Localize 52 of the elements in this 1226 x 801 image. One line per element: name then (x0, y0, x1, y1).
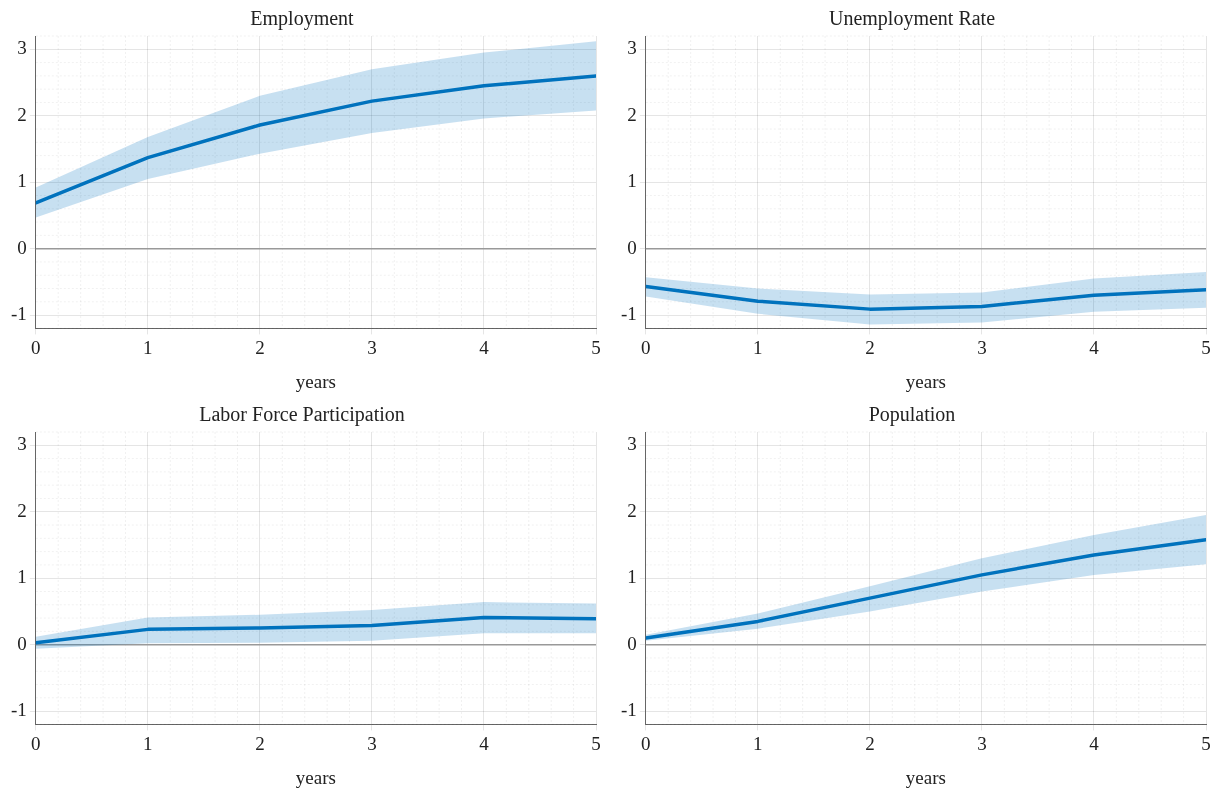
x-tick-label: 5 (1201, 336, 1211, 358)
x-axis-title: years (295, 370, 336, 392)
x-tick-label: 3 (977, 732, 987, 754)
x-tick-label: 1 (143, 336, 153, 358)
y-tick-label: 3 (17, 37, 27, 59)
y-tick-label: -1 (11, 303, 27, 325)
x-tick-label: 2 (865, 336, 875, 358)
x-tick-label: 4 (479, 732, 490, 754)
y-tick-label: 3 (627, 433, 637, 455)
y-tick-label: 1 (627, 566, 637, 588)
x-tick-label: 2 (865, 732, 875, 754)
x-axis-title: years (905, 766, 946, 788)
x-tick-label: 4 (1089, 732, 1100, 754)
x-axis-title: years (295, 766, 336, 788)
y-tick-label: 3 (627, 37, 637, 59)
x-tick-label: 5 (591, 732, 601, 754)
x-tick-label: 1 (143, 732, 153, 754)
x-tick-label: 2 (255, 732, 265, 754)
x-tick-label: 1 (753, 732, 763, 754)
y-tick-label: 0 (17, 632, 27, 654)
y-tick-label: 3 (17, 433, 27, 455)
x-tick-label: 5 (591, 336, 601, 358)
y-tick-label: 0 (17, 236, 27, 258)
y-tick-label: -1 (11, 699, 27, 721)
y-tick-label: 2 (17, 103, 27, 125)
y-tick-label: 1 (17, 170, 27, 192)
y-tick-label: -1 (621, 699, 637, 721)
x-tick-label: 0 (31, 336, 41, 358)
y-tick-label: 2 (627, 499, 637, 521)
chart-title: Population (868, 403, 956, 427)
x-axis-title: years (905, 370, 946, 392)
chart-title: Unemployment Rate (828, 7, 996, 31)
x-tick-label: 3 (367, 336, 377, 358)
x-tick-label: 0 (641, 336, 651, 358)
y-tick-label: -1 (621, 303, 637, 325)
x-tick-label: 5 (1201, 732, 1211, 754)
x-tick-label: 0 (31, 732, 41, 754)
x-tick-label: 3 (977, 336, 987, 358)
x-tick-label: 3 (367, 732, 377, 754)
x-tick-label: 2 (255, 336, 265, 358)
y-tick-label: 1 (627, 170, 637, 192)
x-tick-label: 0 (641, 732, 651, 754)
x-tick-label: 4 (479, 336, 490, 358)
chart-title: Employment (250, 7, 355, 31)
y-tick-label: 1 (17, 566, 27, 588)
y-tick-label: 0 (627, 236, 637, 258)
y-tick-label: 2 (627, 103, 637, 125)
chart-title: Labor Force Participation (199, 403, 405, 427)
y-tick-label: 0 (627, 632, 637, 654)
y-tick-label: 2 (17, 499, 27, 521)
x-tick-label: 4 (1089, 336, 1100, 358)
x-tick-label: 1 (753, 336, 763, 358)
